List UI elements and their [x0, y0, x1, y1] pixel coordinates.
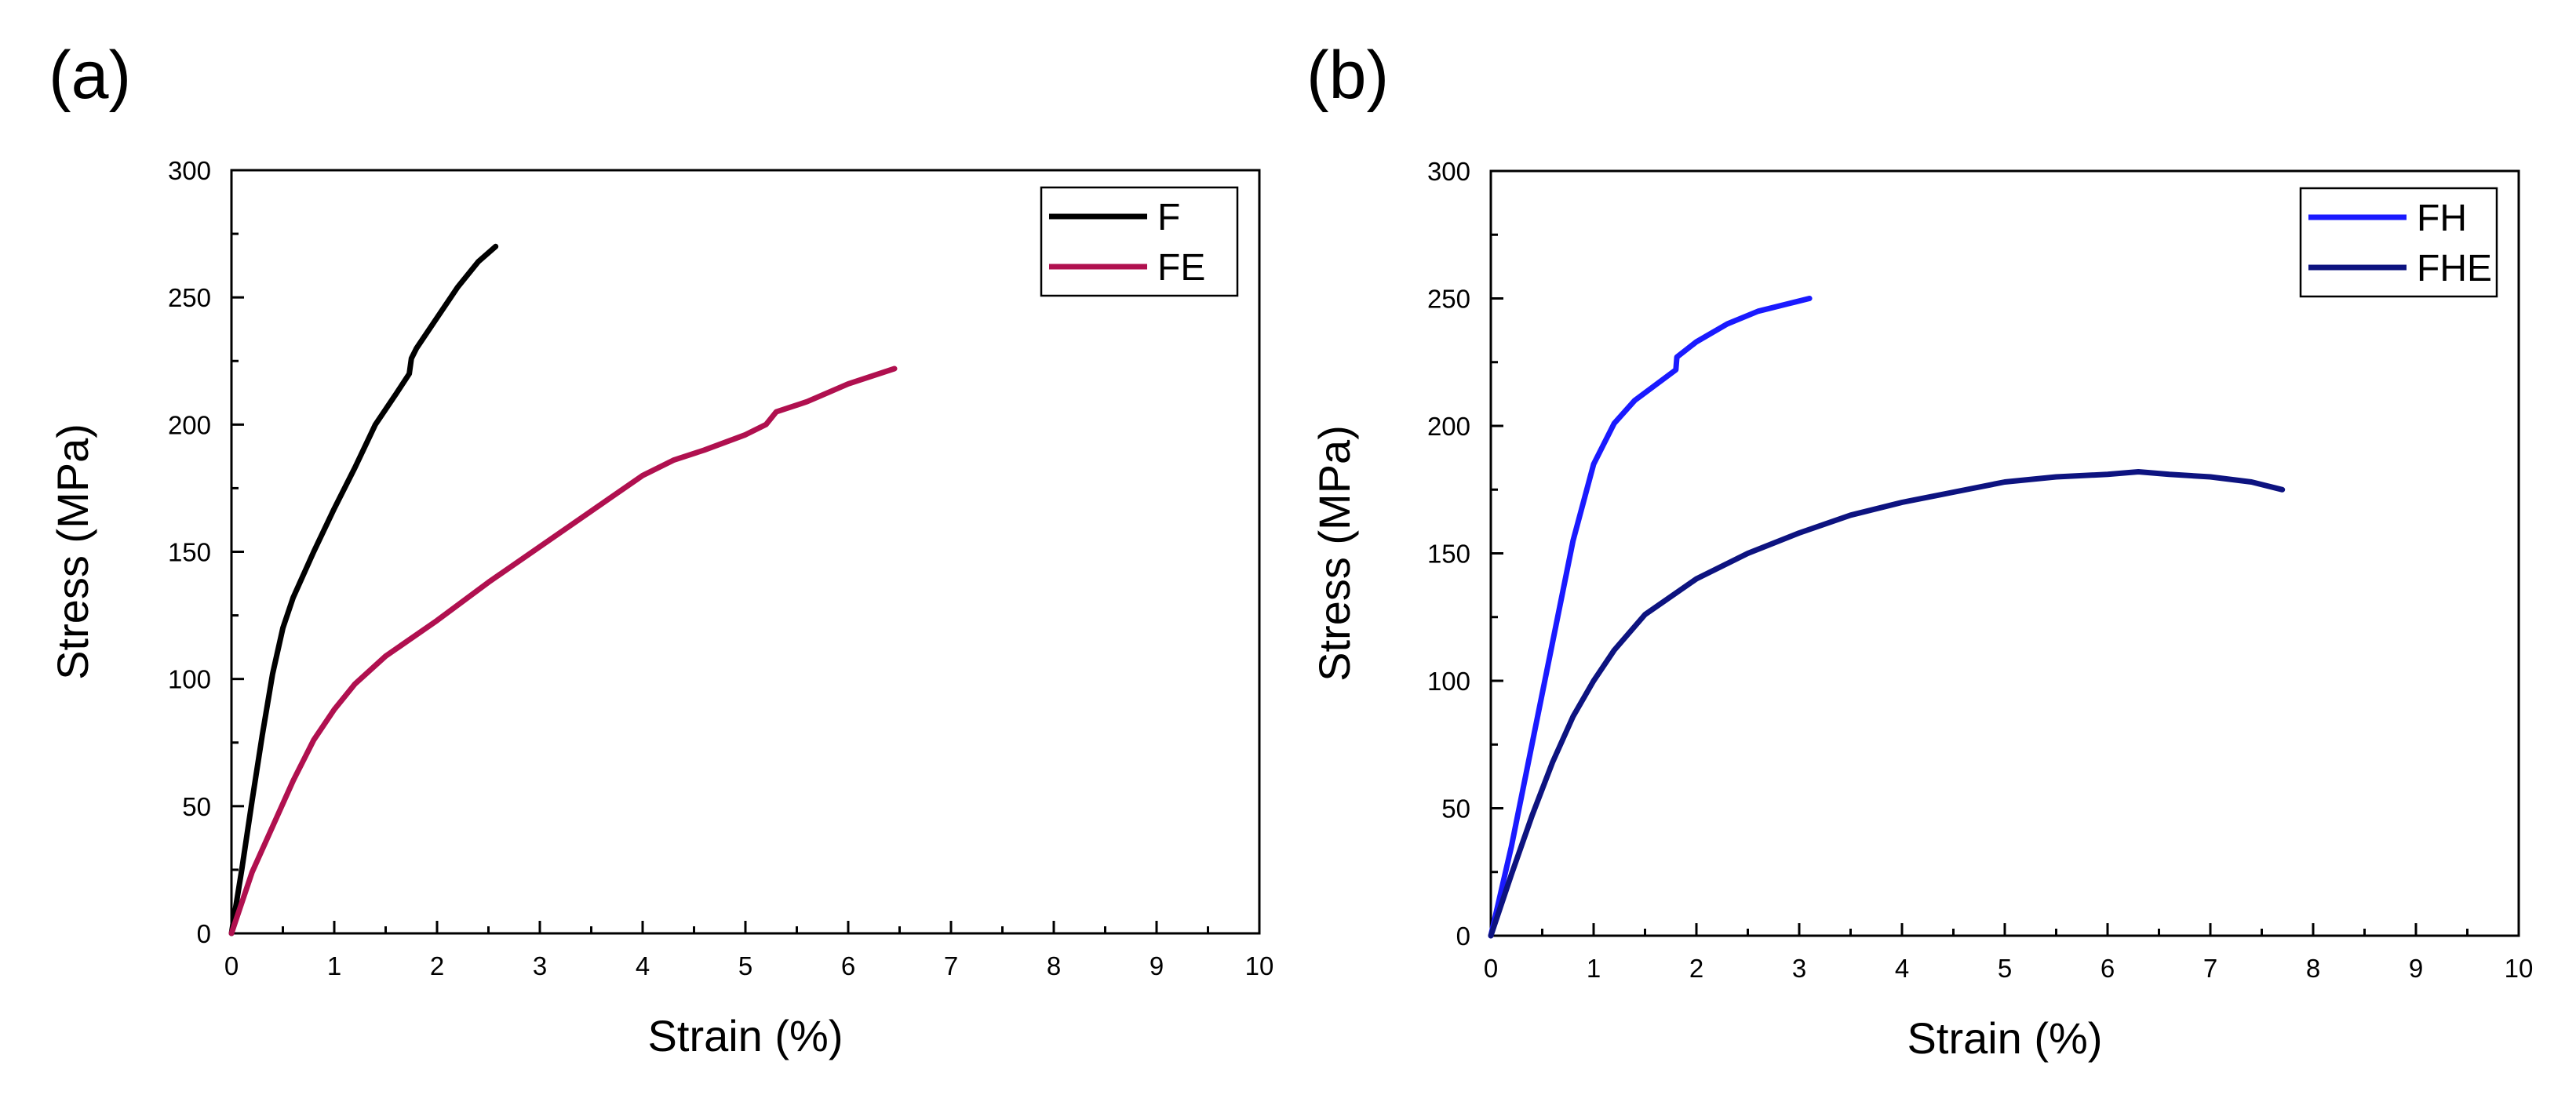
- x-tick-label: 9: [2409, 954, 2423, 983]
- y-tick-label: 300: [168, 156, 211, 185]
- panel-label: (b): [1306, 38, 1389, 113]
- legend: F FE: [1040, 186, 1239, 297]
- legend-label: F: [1157, 197, 1180, 238]
- x-tick-label: 4: [636, 951, 650, 980]
- x-tick-label: 10: [1245, 951, 1274, 980]
- x-tick-label: 0: [224, 951, 239, 980]
- y-axis-title: Stress (MPa): [48, 424, 97, 680]
- x-tick-label: 6: [2101, 954, 2115, 983]
- series-line-fh: [1488, 296, 1813, 939]
- legend-label: FHE: [2417, 248, 2492, 289]
- chart-panel-b: (b)0 1 2 3 4 5 6 7 8 9 10050100150200250300Strain …: [1306, 38, 2533, 1063]
- legend-label: FH: [2417, 198, 2467, 239]
- x-tick-label: 8: [2306, 954, 2320, 983]
- x-tick-label: 4: [1895, 954, 1909, 983]
- x-tick-label: 3: [533, 951, 547, 980]
- x-tick-label: 1: [1587, 954, 1601, 983]
- series-line-fhe: [1488, 469, 2286, 939]
- y-tick-label: 100: [1427, 667, 1470, 696]
- y-tick-label: 250: [168, 283, 211, 312]
- y-tick-label: 300: [1427, 157, 1470, 186]
- series-line-f: [228, 243, 499, 937]
- x-tick-label: 8: [1047, 951, 1061, 980]
- x-axis-title: Strain (%): [1907, 1013, 2103, 1063]
- x-tick-label: 0: [1484, 954, 1498, 983]
- x-tick-label: 9: [1150, 951, 1164, 980]
- x-tick-label: 5: [1998, 954, 2012, 983]
- y-tick-label: 200: [1427, 412, 1470, 441]
- legend: FH FHE: [2299, 187, 2498, 298]
- y-tick-label: 0: [1456, 922, 1470, 951]
- y-tick-label: 150: [1427, 540, 1470, 569]
- y-tick-label: 250: [1427, 285, 1470, 314]
- x-tick-label: 5: [738, 951, 752, 980]
- x-tick-label: 6: [841, 951, 855, 980]
- x-tick-label: 2: [430, 951, 444, 980]
- x-tick-label: 7: [2203, 954, 2217, 983]
- series-line-fe: [228, 366, 898, 937]
- panel-label: (a): [49, 38, 131, 113]
- y-tick-label: 150: [168, 538, 211, 567]
- y-tick-label: 50: [182, 792, 211, 821]
- legend-box: [1040, 186, 1239, 297]
- legend-box: [2299, 187, 2498, 298]
- y-tick-label: 50: [1441, 795, 1470, 824]
- x-axis-title: Strain (%): [648, 1011, 843, 1060]
- x-tick-label: 7: [944, 951, 958, 980]
- legend-label: FE: [1157, 247, 1205, 289]
- x-tick-label: 10: [2505, 954, 2534, 983]
- x-tick-label: 2: [1689, 954, 1703, 983]
- y-tick-label: 0: [197, 919, 211, 948]
- chart-panel-a: (a)0 1 2 3 4 5 6 7 8 9 10050100150200250300Strain …: [48, 38, 1273, 1060]
- y-tick-label: 100: [168, 665, 211, 694]
- x-tick-label: 3: [1792, 954, 1806, 983]
- y-tick-label: 200: [168, 410, 211, 439]
- y-axis-title: Stress (MPa): [1310, 425, 1359, 682]
- x-tick-label: 1: [327, 951, 341, 980]
